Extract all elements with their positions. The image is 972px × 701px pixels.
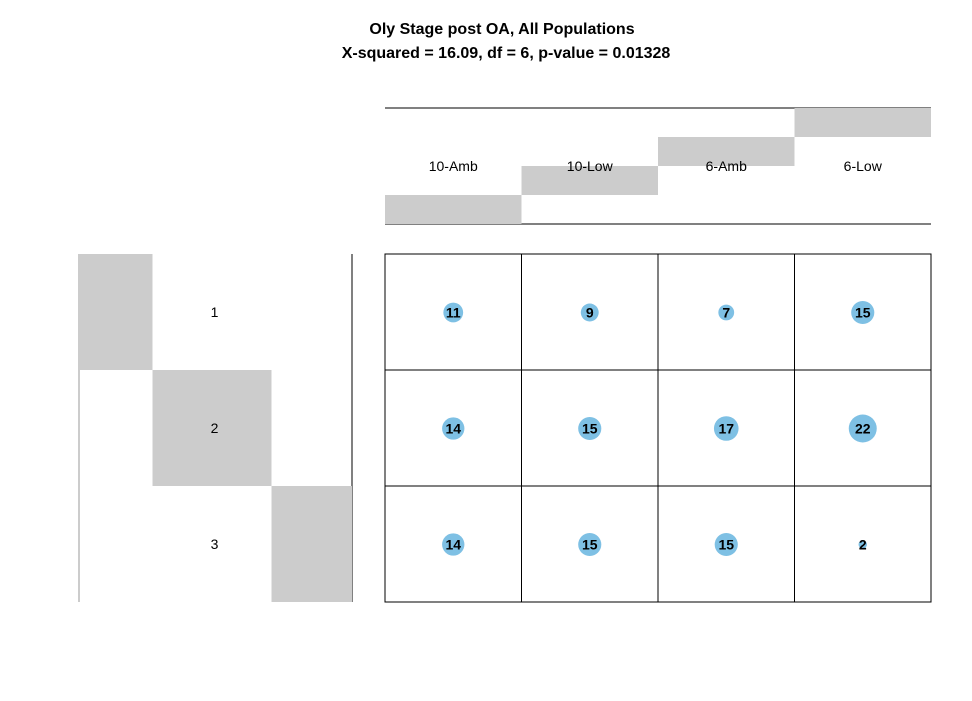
- cell-value-label: 15: [582, 421, 598, 437]
- balloon: [851, 300, 875, 325]
- balloon: [858, 540, 867, 549]
- balloon: [718, 304, 735, 321]
- column-label: 10-Amb: [429, 158, 478, 174]
- chart-title: Oly Stage post OA, All Populations: [369, 21, 634, 38]
- cell-value-label: 14: [445, 537, 461, 553]
- row-marginal-bar: [152, 370, 272, 486]
- column-marginal-bar: [521, 166, 658, 195]
- column-marginal-bar: [385, 195, 522, 224]
- cell-value-label: 2: [859, 537, 867, 553]
- row-marginal-bar: [79, 254, 153, 370]
- row-header: 1 2 3: [78, 254, 353, 602]
- column-label: 10-Low: [567, 158, 614, 174]
- balloon: [578, 416, 602, 441]
- row-label: 3: [211, 536, 219, 552]
- balloon: [713, 416, 739, 441]
- cell-value-label: 11: [446, 305, 461, 321]
- cell-value-label: 15: [582, 537, 598, 553]
- balloon: [580, 303, 599, 322]
- balloon: [714, 532, 738, 557]
- column-label: 6-Low: [844, 158, 883, 174]
- cell-value-label: 15: [718, 537, 734, 553]
- column-marginal-bar: [658, 137, 795, 166]
- balloon: [578, 532, 602, 557]
- row-label: 1: [211, 304, 219, 320]
- cell-value-label: 14: [445, 421, 461, 437]
- cell-value-label: 9: [586, 305, 594, 321]
- cell-value-label: 15: [855, 305, 871, 321]
- balloon: [443, 302, 464, 323]
- column-header: 10-Amb 10-Low 6-Amb 6-Low: [385, 107, 931, 225]
- column-marginal-bar: [794, 108, 931, 137]
- balloon: [442, 533, 465, 556]
- chart-subtitle: X-squared = 16.09, df = 6, p-value = 0.0…: [342, 45, 671, 62]
- cell-value-label: 7: [722, 305, 730, 321]
- balloon-grid: 11 9 7 15 14 15 17 22 14 15 15 2: [384, 253, 932, 603]
- cell-value-label: 17: [718, 421, 734, 437]
- balloon: [442, 417, 465, 440]
- column-label: 6-Amb: [706, 158, 747, 174]
- cell-value-label: 22: [855, 421, 871, 437]
- row-label: 2: [211, 420, 219, 436]
- balloon: [848, 414, 877, 443]
- row-marginal-bar: [271, 486, 352, 602]
